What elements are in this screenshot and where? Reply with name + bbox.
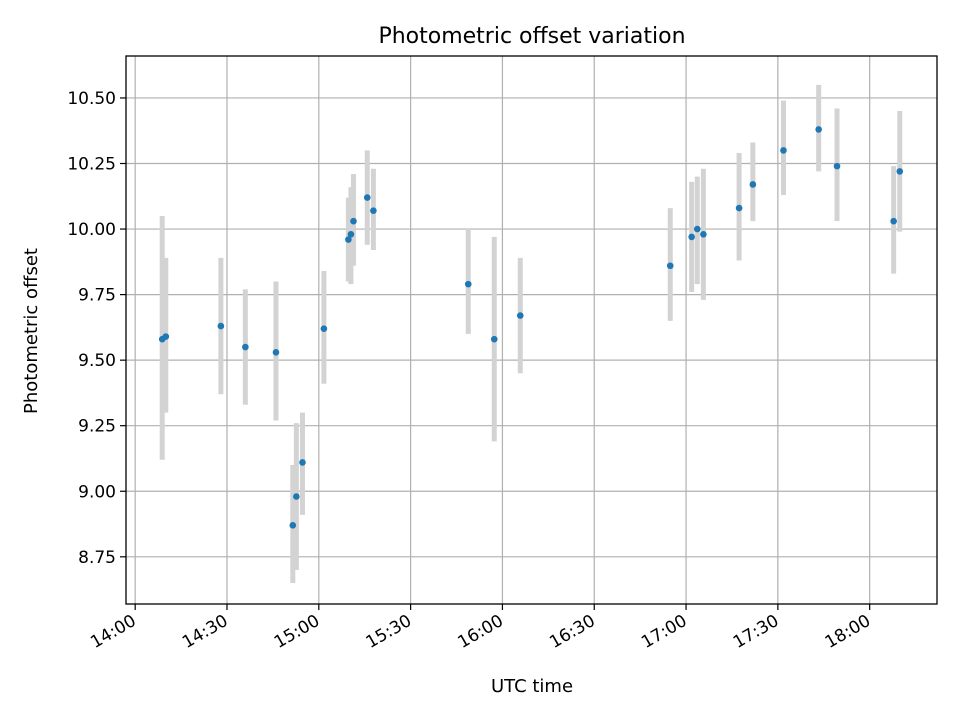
x-tick-label: 15:00 — [271, 611, 323, 653]
data-point — [272, 348, 280, 356]
data-point — [780, 147, 787, 154]
data-point — [345, 236, 352, 243]
data-point — [299, 459, 306, 466]
x-tick-label: 17:00 — [638, 611, 690, 653]
data-point — [464, 280, 472, 288]
data-point — [735, 204, 743, 212]
y-tick-label: 9.75 — [78, 286, 116, 306]
y-tick-label: 10.50 — [67, 89, 116, 109]
data-point — [815, 126, 822, 133]
data-point — [490, 335, 498, 343]
y-tick-label: 9.25 — [78, 417, 116, 437]
y-axis-ticks: 8.75 9.00 9.25 9.50 9.75 10.00 10.25 10.50 — [67, 89, 126, 568]
data-point — [217, 322, 225, 330]
data-point — [162, 333, 170, 340]
data-point — [370, 207, 377, 214]
x-tick-label: 14:30 — [179, 611, 231, 653]
y-tick-label: 9.00 — [78, 482, 116, 502]
x-tick-label: 17:30 — [730, 611, 782, 653]
x-tick-label: 18:00 — [822, 611, 874, 653]
y-tick-label: 10.00 — [67, 220, 116, 240]
x-tick-label: 16:00 — [454, 611, 506, 653]
x-tick-label: 16:30 — [546, 611, 598, 653]
data-point — [347, 230, 355, 238]
data-point — [320, 325, 328, 332]
data-points — [158, 126, 904, 529]
data-point — [890, 217, 897, 225]
data-point — [693, 225, 701, 233]
data-point — [350, 217, 357, 225]
x-tick-label: 14:00 — [87, 611, 139, 653]
x-axis-label: UTC time — [491, 676, 573, 697]
x-axis-ticks: 14:00 14:30 15:00 15:30 16:00 16:30 17:00 17:30… — [87, 604, 874, 653]
data-point — [289, 522, 297, 529]
data-point — [666, 262, 674, 270]
y-axis-label: Photometric offset — [21, 248, 42, 414]
data-point — [688, 233, 695, 241]
y-tick-label: 8.75 — [78, 548, 116, 568]
grid — [126, 56, 937, 604]
data-point — [242, 343, 249, 351]
chart-title: Photometric offset variation — [378, 24, 685, 49]
y-tick-label: 10.25 — [67, 155, 116, 175]
data-point — [749, 181, 757, 188]
data-point — [700, 230, 707, 238]
data-point — [896, 168, 904, 175]
y-tick-label: 9.50 — [78, 351, 116, 371]
data-point — [516, 312, 524, 319]
data-point — [363, 194, 371, 201]
error-bars — [159, 84, 903, 584]
x-tick-label: 15:30 — [363, 611, 415, 653]
data-point — [293, 493, 300, 500]
plot-frame — [125, 55, 938, 605]
data-point — [833, 162, 841, 170]
